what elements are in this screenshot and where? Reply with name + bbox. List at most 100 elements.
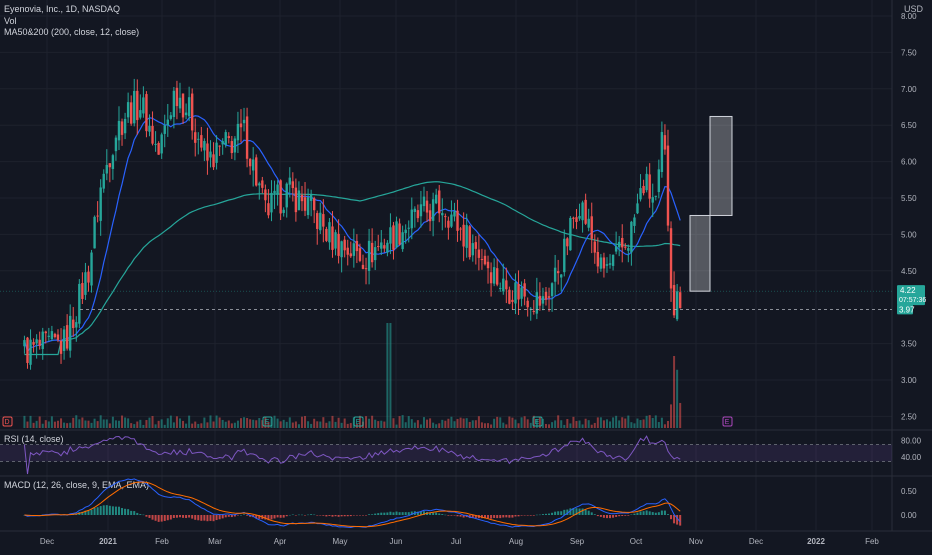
- candle-body: [251, 159, 255, 171]
- candle-body: [248, 158, 252, 167]
- candle-body: [572, 217, 575, 219]
- macd-histogram-bar: [96, 507, 99, 515]
- ma-legend[interactable]: MA50&200 (200, close, 12, close): [4, 27, 140, 37]
- candle-body: [194, 132, 197, 143]
- candle-body: [373, 247, 377, 261]
- event-marker[interactable]: E: [353, 416, 364, 427]
- candle-body: [87, 271, 90, 283]
- volume-bar: [166, 418, 169, 428]
- candle-body: [447, 220, 450, 228]
- volume-bar: [526, 419, 529, 428]
- macd-histogram-bar: [407, 512, 410, 515]
- candle-body: [294, 187, 298, 213]
- volume-bar: [47, 421, 50, 428]
- event-marker-box[interactable]: [353, 416, 364, 427]
- candle-body: [78, 283, 81, 324]
- price-axis-tick-label: 7.50: [901, 48, 917, 57]
- volume-bar: [337, 417, 340, 428]
- volume-bar: [236, 420, 239, 428]
- candle-body: [639, 188, 642, 200]
- volume-bar: [456, 418, 459, 428]
- volume-bar: [544, 423, 547, 428]
- price-axis-tick-label: 6.00: [901, 158, 917, 167]
- macd-histogram-bar: [618, 515, 621, 517]
- macd-histogram-bar: [389, 511, 392, 515]
- volume-bar: [676, 369, 679, 428]
- volume-bar: [66, 423, 69, 428]
- volume-bar: [438, 423, 441, 428]
- candle-body: [624, 246, 627, 248]
- macd-histogram-bar: [541, 514, 544, 515]
- event-marker-box[interactable]: [2, 416, 13, 427]
- candle-body: [258, 183, 261, 186]
- macd-histogram-bar: [93, 507, 96, 515]
- volume-bar: [435, 424, 438, 428]
- candle-body: [41, 331, 44, 350]
- rsi-axis-tick-label: 80.00: [901, 436, 922, 445]
- candle-body: [444, 216, 447, 218]
- symbol-info[interactable]: Eyenovia, Inc., 1D, NASDAQ: [4, 4, 121, 14]
- volume-bar: [523, 416, 526, 428]
- time-axis-tick-label: Feb: [865, 537, 879, 546]
- macd-histogram-bar: [392, 512, 395, 515]
- price-axis-tick-label: 6.50: [901, 121, 917, 130]
- event-marker[interactable]: E: [262, 416, 273, 427]
- event-marker[interactable]: D: [2, 416, 13, 427]
- macd-histogram-bar: [624, 515, 627, 516]
- volume-bar: [178, 418, 181, 428]
- macd-histogram-bar: [511, 515, 514, 518]
- volume-bar: [648, 415, 651, 428]
- macd-histogram-bar: [548, 513, 551, 515]
- macd-histogram-bar: [544, 513, 547, 515]
- candle-body: [26, 337, 29, 363]
- macd-histogram-bar: [645, 510, 648, 515]
- macd-histogram-bar: [87, 510, 90, 515]
- macd-histogram-bar: [657, 512, 660, 515]
- macd-histogram-bar: [468, 515, 471, 519]
- projection-box[interactable]: [709, 115, 733, 216]
- event-marker-box[interactable]: [722, 416, 733, 427]
- volume-legend[interactable]: Vol: [4, 16, 17, 26]
- macd-histogram-bar: [676, 515, 679, 525]
- event-marker[interactable]: E: [722, 416, 733, 427]
- candle-body: [380, 242, 383, 249]
- time-axis-tick-label: May: [332, 537, 347, 546]
- candle-body: [309, 194, 313, 201]
- volume-bar: [41, 423, 44, 428]
- volume-bar: [252, 419, 255, 428]
- volume-bar: [209, 415, 212, 428]
- ma50-line: [23, 115, 681, 353]
- volume-bar: [599, 417, 602, 428]
- macd-histogram-bar: [398, 512, 401, 515]
- volume-bar: [447, 418, 450, 428]
- projection-box[interactable]: [689, 214, 711, 292]
- volume-bar: [221, 419, 224, 428]
- candle-body: [148, 125, 151, 132]
- event-marker-box[interactable]: [262, 416, 273, 427]
- candle-body: [90, 252, 93, 286]
- candle-body: [325, 228, 328, 241]
- candle-body: [587, 218, 590, 228]
- candle-body: [285, 183, 288, 208]
- volume-bar: [538, 417, 541, 428]
- event-marker[interactable]: E: [532, 416, 543, 427]
- event-marker-box[interactable]: [532, 416, 543, 427]
- macd-histogram-bar: [282, 515, 285, 518]
- volume-bar: [102, 419, 105, 428]
- candle-body: [29, 339, 32, 365]
- volume-bar: [121, 415, 124, 428]
- candle-body: [535, 292, 539, 314]
- candle-body: [514, 282, 517, 304]
- volume-bar: [105, 419, 108, 428]
- volume-bar: [157, 420, 160, 428]
- volume-bar: [331, 415, 334, 428]
- volume-bar: [621, 417, 624, 428]
- volume-bar: [276, 418, 279, 428]
- macd-histogram-bar: [563, 509, 566, 515]
- candle-body: [120, 121, 124, 135]
- volume-bar: [53, 421, 56, 428]
- volume-bar: [520, 417, 523, 428]
- macd-histogram-bar: [121, 508, 124, 515]
